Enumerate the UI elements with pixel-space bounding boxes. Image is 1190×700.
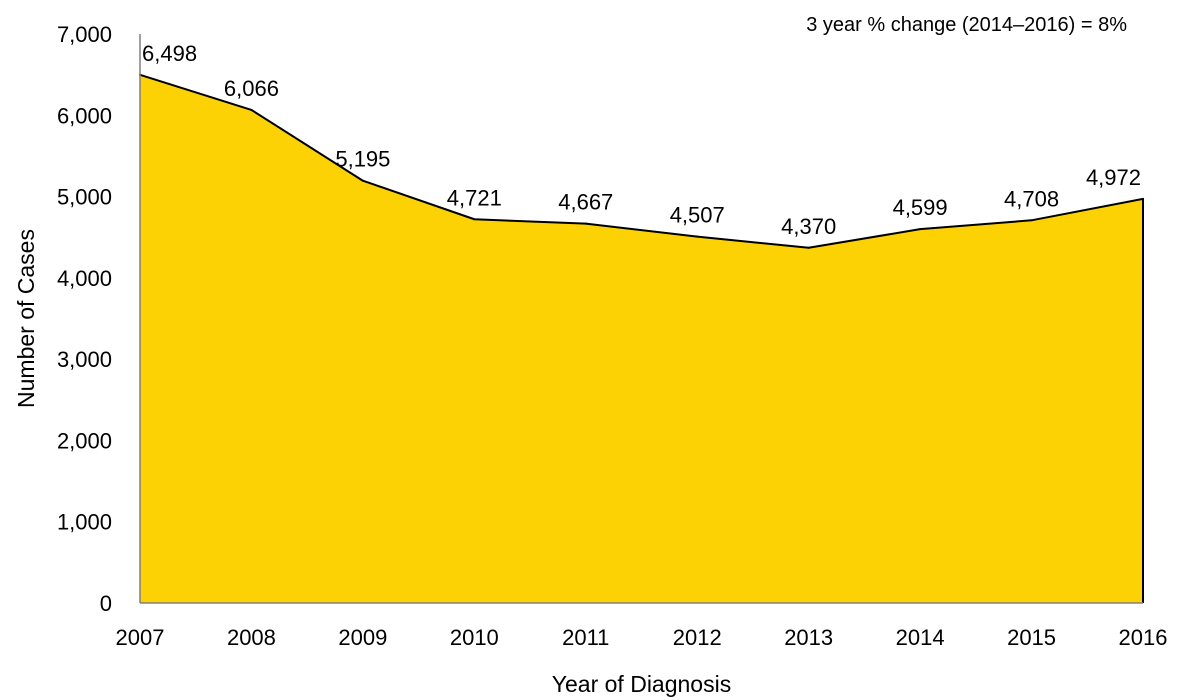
y-tick-label: 3,000 [57, 347, 112, 372]
y-tick-label: 4,000 [57, 266, 112, 291]
y-tick-label: 0 [100, 591, 112, 616]
x-tick-label: 2010 [450, 625, 499, 650]
x-tick-labels: 2007 2008 2009 2010 2011 2012 2013 2014 2015 2016 [116, 625, 1168, 650]
y-tick-label: 7,000 [57, 22, 112, 47]
data-point [696, 235, 699, 238]
data-label: 5,195 [335, 147, 390, 172]
y-axis-title: Number of Cases [13, 229, 39, 408]
x-tick-label: 2007 [116, 625, 165, 650]
area-layer [139, 73, 1144, 604]
chart-annotation: 3 year % change (2014–2016) = 8% [806, 14, 1127, 36]
data-label: 4,599 [893, 195, 948, 220]
x-tick-label: 2009 [338, 625, 387, 650]
data-label: 4,972 [1086, 165, 1141, 190]
data-point [1030, 219, 1033, 222]
x-tick-label: 2012 [673, 625, 722, 650]
x-tick-label: 2011 [562, 625, 609, 650]
data-label: 4,708 [1004, 186, 1059, 211]
data-point [584, 222, 587, 225]
data-point [1142, 197, 1144, 200]
y-tick-label: 2,000 [57, 428, 112, 453]
axes [139, 34, 1143, 604]
data-label: 4,507 [670, 203, 725, 228]
x-tick-label: 2015 [1007, 625, 1056, 650]
x-tick-label: 2008 [227, 625, 276, 650]
data-point [807, 246, 810, 249]
data-labels: 6,498 6,066 5,195 4,721 4,667 4,507 4,370 4,599… [142, 41, 1141, 239]
data-point [361, 179, 364, 182]
x-tick-label: 2016 [1119, 625, 1168, 650]
data-point [250, 108, 253, 111]
y-tick-labels: 0 1,000 2,000 3,000 4,000 5,000 6,000 7,000 [57, 22, 112, 616]
data-point [473, 218, 476, 221]
area-fill [140, 74, 1143, 604]
y-tick-label: 5,000 [57, 185, 112, 210]
data-label: 4,721 [447, 185, 502, 210]
data-label: 4,370 [781, 214, 836, 239]
x-tick-label: 2014 [896, 625, 945, 650]
y-tick-label: 1,000 [57, 510, 112, 535]
data-label: 4,667 [558, 190, 613, 215]
x-axis-title: Year of Diagnosis [552, 671, 731, 697]
data-label: 6,498 [142, 41, 197, 66]
data-label: 6,066 [224, 76, 279, 101]
x-tick-label: 2013 [784, 625, 833, 650]
data-point [919, 228, 922, 231]
y-tick-label: 6,000 [57, 103, 112, 128]
